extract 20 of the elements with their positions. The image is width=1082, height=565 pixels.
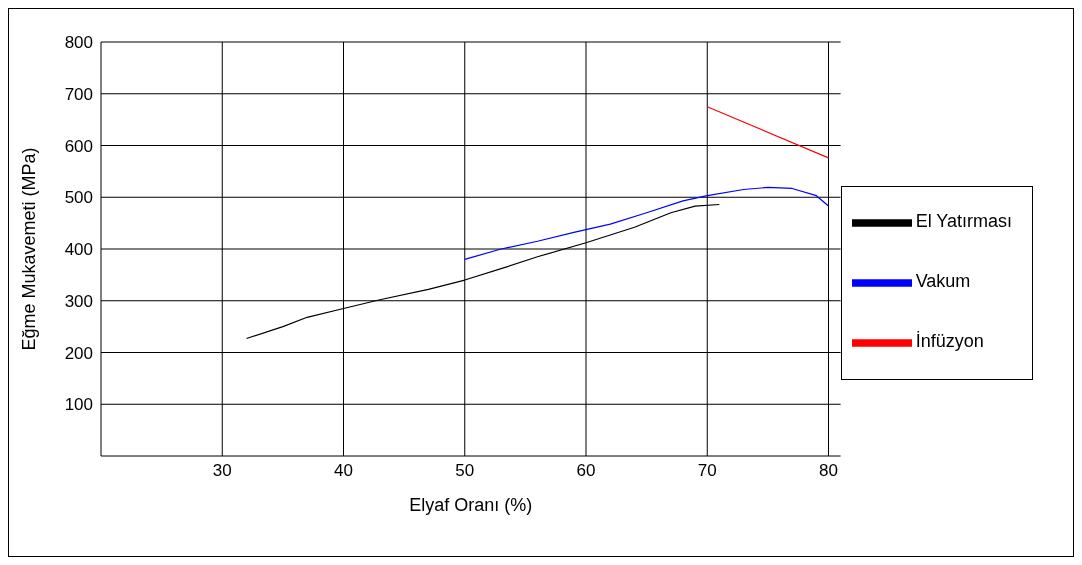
y-tick-label: 700 bbox=[64, 84, 93, 104]
y-tick-label: 200 bbox=[64, 343, 93, 363]
y-axis-title: Eğme Mukavemeti (MPa) bbox=[19, 147, 40, 351]
y-tick-label: 300 bbox=[64, 291, 93, 311]
legend-label: İnfüzyon bbox=[915, 330, 984, 351]
x-tick-label: 40 bbox=[334, 461, 353, 481]
y-tick-label: 800 bbox=[64, 33, 93, 53]
x-tick-label: 50 bbox=[455, 461, 475, 481]
y-tick-label: 600 bbox=[64, 136, 93, 156]
x-tick-label: 60 bbox=[576, 461, 596, 481]
legend-label: El Yatırması bbox=[915, 210, 1012, 231]
y-tick-label: 100 bbox=[64, 395, 93, 415]
x-tick-label: 80 bbox=[819, 461, 838, 481]
x-tick-label: 70 bbox=[697, 461, 717, 481]
x-tick-label: 30 bbox=[212, 461, 232, 481]
x-axis-title: Elyaf Oranı (%) bbox=[409, 495, 533, 515]
legend-label: Vakum bbox=[915, 270, 971, 291]
y-tick-label: 500 bbox=[64, 188, 93, 208]
y-tick-label: 400 bbox=[64, 240, 93, 260]
line-series bbox=[464, 186, 830, 260]
